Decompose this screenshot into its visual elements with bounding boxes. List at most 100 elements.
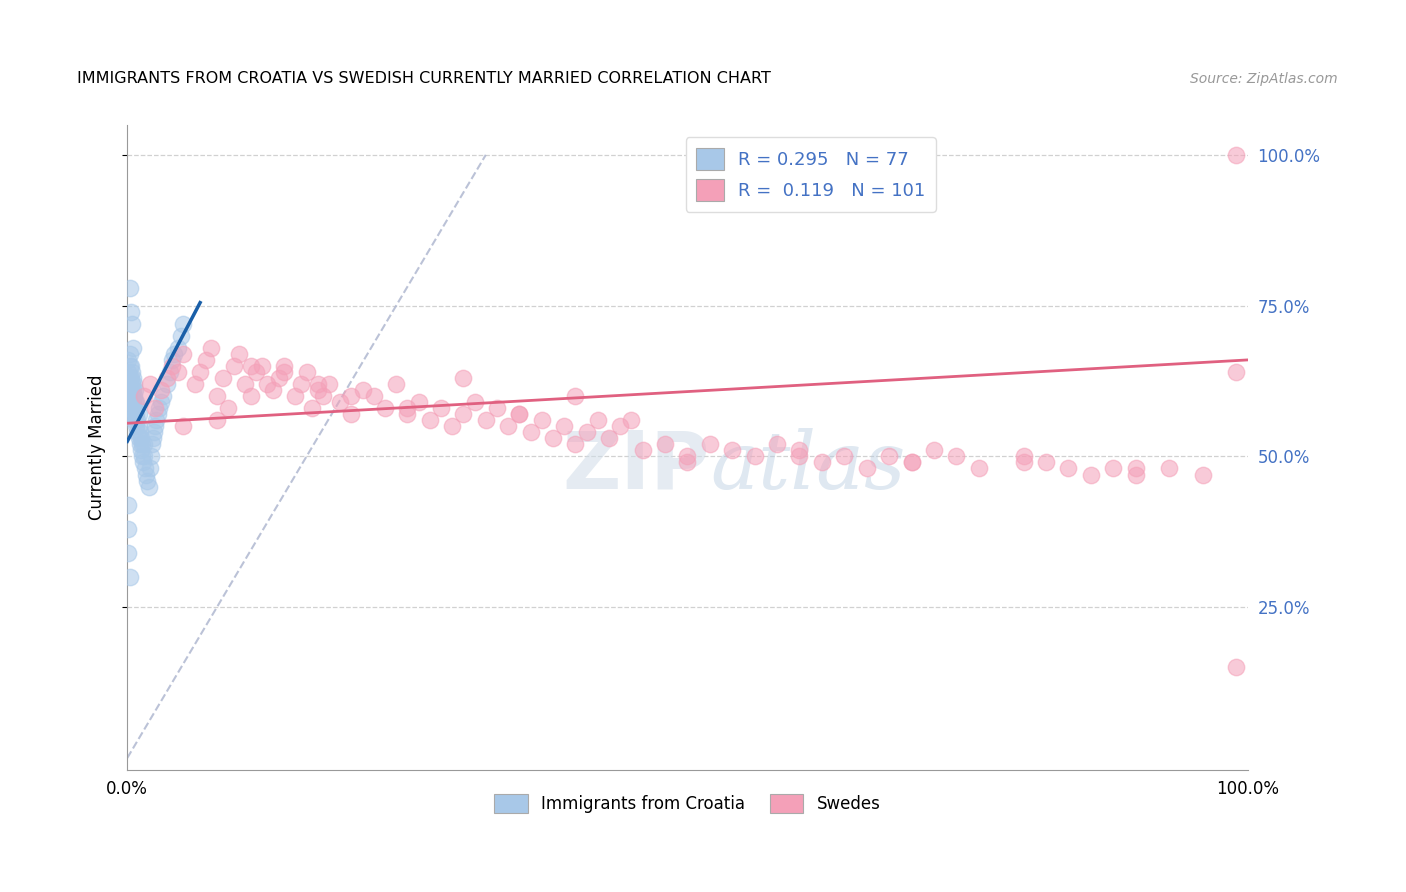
Point	[122, 407, 145, 421]
Point	[149, 383, 172, 397]
Point	[117, 401, 139, 416]
Point	[142, 431, 165, 445]
Point	[211, 371, 233, 385]
Point	[121, 317, 143, 331]
Point	[117, 352, 139, 367]
Point	[485, 401, 508, 416]
Point	[329, 395, 352, 409]
Point	[163, 347, 186, 361]
Point	[120, 407, 142, 421]
Point	[273, 365, 295, 379]
Point	[945, 450, 967, 464]
Point	[564, 389, 586, 403]
Point	[143, 425, 166, 440]
Point	[233, 377, 256, 392]
Point	[766, 437, 789, 451]
Point	[188, 365, 211, 379]
Point	[1035, 455, 1057, 469]
Point	[129, 431, 152, 445]
Point	[464, 395, 486, 409]
Point	[200, 341, 222, 355]
Point	[121, 377, 143, 392]
Point	[900, 455, 922, 469]
Point	[121, 401, 143, 416]
Point	[699, 437, 721, 451]
Point	[273, 359, 295, 373]
Point	[744, 450, 766, 464]
Point	[138, 479, 160, 493]
Point	[262, 383, 284, 397]
Point	[145, 413, 167, 427]
Point	[132, 389, 155, 403]
Point	[508, 407, 530, 421]
Point	[148, 401, 170, 416]
Point	[117, 389, 139, 403]
Point	[122, 395, 145, 409]
Point	[1191, 467, 1213, 482]
Point	[122, 413, 145, 427]
Point	[128, 407, 150, 421]
Point	[138, 377, 160, 392]
Point	[245, 365, 267, 379]
Point	[598, 431, 620, 445]
Point	[541, 431, 564, 445]
Point	[131, 450, 153, 464]
Point	[135, 467, 157, 482]
Point	[120, 304, 142, 318]
Point	[128, 431, 150, 445]
Point	[967, 461, 990, 475]
Point	[1125, 467, 1147, 482]
Point	[1225, 660, 1247, 674]
Point	[143, 401, 166, 416]
Point	[125, 407, 148, 421]
Point	[307, 383, 329, 397]
Point	[301, 401, 323, 416]
Point	[922, 443, 945, 458]
Point	[1102, 461, 1125, 475]
Point	[721, 443, 744, 458]
Point	[519, 425, 541, 440]
Point	[124, 395, 146, 409]
Point	[419, 413, 441, 427]
Point	[160, 352, 183, 367]
Point	[676, 450, 699, 464]
Point	[120, 383, 142, 397]
Point	[631, 443, 654, 458]
Point	[155, 377, 177, 392]
Point	[222, 359, 245, 373]
Point	[118, 395, 141, 409]
Point	[117, 498, 139, 512]
Point	[453, 407, 475, 421]
Point	[205, 413, 228, 427]
Point	[441, 419, 464, 434]
Point	[385, 377, 408, 392]
Point	[1057, 461, 1080, 475]
Point	[117, 377, 139, 392]
Point	[408, 395, 430, 409]
Point	[430, 401, 453, 416]
Point	[118, 570, 141, 584]
Point	[530, 413, 553, 427]
Point	[152, 389, 174, 403]
Point	[239, 389, 262, 403]
Point	[1225, 365, 1247, 379]
Point	[159, 365, 181, 379]
Point	[295, 365, 318, 379]
Point	[122, 401, 145, 416]
Point	[127, 413, 149, 427]
Point	[121, 389, 143, 403]
Point	[136, 474, 159, 488]
Point	[121, 365, 143, 379]
Point	[172, 347, 194, 361]
Point	[676, 455, 699, 469]
Point	[340, 389, 363, 403]
Point	[256, 377, 278, 392]
Point	[374, 401, 396, 416]
Point	[141, 437, 163, 451]
Point	[118, 371, 141, 385]
Point	[396, 407, 419, 421]
Text: ZIP: ZIP	[562, 428, 710, 506]
Point	[118, 347, 141, 361]
Point	[217, 401, 239, 416]
Point	[172, 419, 194, 434]
